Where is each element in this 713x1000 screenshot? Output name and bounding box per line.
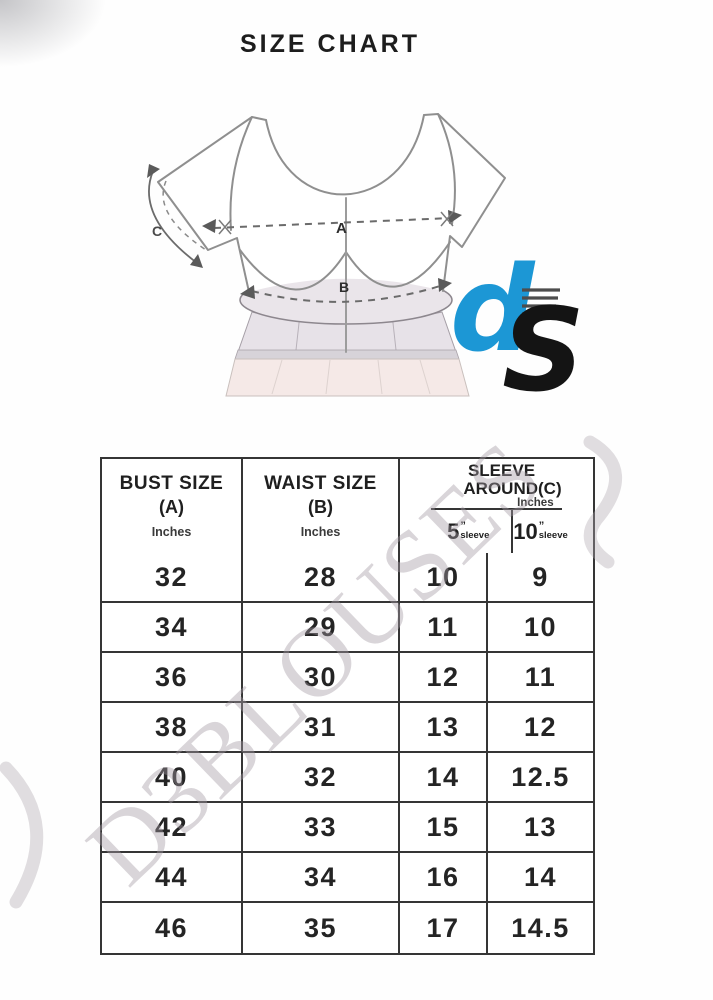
bust-size-title: BUST SIZE bbox=[119, 473, 224, 494]
table-row: 38 31 13 12 bbox=[102, 703, 593, 753]
cell-sleeve5: 14 bbox=[400, 753, 488, 801]
cell-sleeve5: 13 bbox=[400, 703, 488, 751]
cell-waist: 33 bbox=[243, 803, 400, 851]
cell-sleeve10: 12 bbox=[523, 711, 558, 742]
waist-size-unit: Inches bbox=[300, 525, 341, 539]
sleeve-unit: Inches bbox=[517, 497, 554, 509]
table-row: 32 28 10 9 bbox=[102, 553, 593, 603]
cell-bust: 40 bbox=[102, 753, 243, 801]
cell-bust: 34 bbox=[102, 603, 243, 651]
sleeve-title-line1: SLEEVE bbox=[467, 461, 536, 480]
cell-bust: 36 bbox=[102, 653, 243, 701]
cell-waist: 31 bbox=[243, 703, 400, 751]
cell-waist: 35 bbox=[243, 903, 400, 953]
cell-sleeve10: 13 bbox=[523, 811, 558, 842]
table-row: 42 33 15 13 bbox=[102, 803, 593, 853]
cell-sleeve5: 17 bbox=[400, 903, 488, 953]
sleeve-title-line2: AROUND(C) bbox=[463, 479, 562, 498]
page-title-wrap: SIZE CHART bbox=[0, 30, 660, 59]
sleeve-around-title: SLEEVE AROUND(C) Inches bbox=[431, 459, 562, 510]
sleeve-subheader-row: 5 ” sleeve 10 ” sleeve bbox=[425, 510, 568, 553]
subheader-10in-sleeve: 10 ” sleeve bbox=[513, 518, 568, 544]
cell-waist: 30 bbox=[243, 653, 400, 701]
cell-bust: 44 bbox=[102, 853, 243, 901]
cell-waist: 28 bbox=[243, 553, 400, 601]
logo-speed-lines bbox=[522, 288, 560, 316]
measurement-label-b: B bbox=[339, 279, 349, 295]
cell-sleeve10: 12.5 bbox=[511, 761, 570, 792]
table-row: 40 32 14 12.5 bbox=[102, 753, 593, 803]
header-bust-size: BUST SIZE (A) Inches bbox=[102, 459, 243, 553]
cell-waist: 32 bbox=[243, 753, 400, 801]
waist-size-title: WAIST SIZE bbox=[264, 473, 377, 494]
table-row: 44 34 16 14 bbox=[102, 853, 593, 903]
measurement-label-c: C bbox=[152, 223, 162, 239]
page-title: SIZE CHART bbox=[240, 30, 420, 58]
cell-sleeve10: 14.5 bbox=[511, 912, 570, 943]
table-row: 34 29 11 10 bbox=[102, 603, 593, 653]
cell-waist: 34 bbox=[243, 853, 400, 901]
table-row: 46 35 17 14.5 bbox=[102, 903, 593, 953]
table-row: 36 30 12 11 bbox=[102, 653, 593, 703]
bodice-shape bbox=[158, 114, 505, 292]
cell-sleeve5: 11 bbox=[400, 603, 488, 651]
inch-mark: ” bbox=[538, 520, 545, 532]
logo-s-glyph: S bbox=[502, 284, 585, 398]
cell-bust: 46 bbox=[102, 903, 243, 953]
header-waist-size: WAIST SIZE (B) Inches bbox=[243, 459, 400, 553]
cell-sleeve5: 10 bbox=[400, 553, 488, 601]
cell-bust: 32 bbox=[102, 553, 243, 601]
cell-sleeve5: 12 bbox=[400, 653, 488, 701]
waist-size-letter: (B) bbox=[308, 497, 333, 517]
blouse-outline bbox=[157, 113, 506, 353]
cell-sleeve5: 15 bbox=[400, 803, 488, 851]
bust-size-letter: (A) bbox=[159, 497, 184, 517]
header-sleeve-around: SLEEVE AROUND(C) Inches 5 ” sleeve 10 bbox=[400, 459, 593, 553]
cell-bust: 38 bbox=[102, 703, 243, 751]
cell-waist: 29 bbox=[243, 603, 400, 651]
size-table-header: BUST SIZE (A) Inches WAIST SIZE (B) Inch… bbox=[102, 459, 593, 553]
sleeve-letter: (C) bbox=[538, 479, 562, 498]
measurement-marks bbox=[147, 164, 462, 303]
cell-sleeve5: 16 bbox=[400, 853, 488, 901]
cell-sleeve10: 9 bbox=[532, 561, 549, 592]
cell-sleeve10: 14 bbox=[523, 861, 558, 892]
blouse-measurement-diagram: A B C bbox=[147, 113, 506, 397]
brand-logo: d S bbox=[452, 250, 585, 398]
inch-mark: ” bbox=[460, 520, 466, 532]
cell-sleeve10: 11 bbox=[524, 661, 557, 692]
measurement-label-a: A bbox=[336, 220, 347, 237]
subheader-5in-sleeve: 5 ” sleeve bbox=[425, 510, 514, 553]
bust-size-unit: Inches bbox=[151, 525, 192, 539]
cell-bust: 42 bbox=[102, 803, 243, 851]
size-table: BUST SIZE (A) Inches WAIST SIZE (B) Inch… bbox=[100, 457, 595, 955]
cell-sleeve10: 10 bbox=[523, 611, 558, 642]
size-table-body: 32 28 10 9 34 29 11 10 36 30 12 11 38 31… bbox=[102, 553, 593, 953]
